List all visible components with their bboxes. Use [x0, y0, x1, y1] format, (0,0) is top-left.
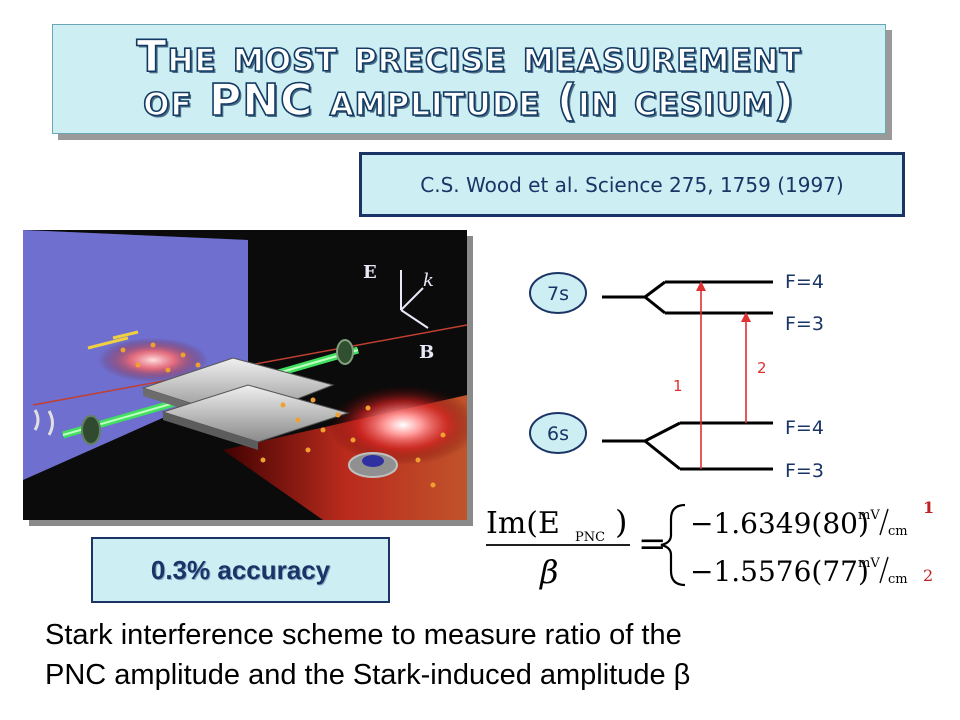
state-6s-oval	[529, 412, 587, 454]
state-6s-label: 6s	[547, 423, 569, 445]
caption-line-2: PNC amplitude and the Stark-induced ampl…	[45, 659, 691, 691]
formula-subscript: PNC	[575, 530, 605, 545]
title-box: The most precise measurement of PNC ampl…	[52, 24, 886, 134]
upper-f3-label: F=3	[785, 313, 824, 335]
experiment-illustration-art: E k B	[23, 230, 467, 520]
caption-line-1: Stark interference scheme to measure rat…	[45, 619, 682, 651]
title-line-2: of PNC amplitude (in cesium)	[142, 75, 795, 126]
formula-numerator: Im(E	[486, 506, 560, 541]
vector-k-label: k	[423, 270, 434, 291]
title-line-1: The most precise measurement	[136, 31, 802, 82]
citation-text: C.S. Wood et al. Science 275, 1759 (1997…	[420, 172, 844, 197]
lower-f4-label: F=4	[785, 417, 824, 439]
state-7s-label: 7s	[547, 283, 569, 305]
formula-unit-den-1: cm	[888, 524, 908, 539]
formula-unit-slash-1	[879, 508, 889, 536]
state-7s-oval	[529, 272, 587, 314]
transition-2-label: 2	[757, 359, 767, 377]
energy-level-diagram: 7s 6s F=4 F=3 F=4 F=3 1 2	[529, 271, 824, 482]
formula-unit-num-2: mV	[858, 556, 880, 571]
formula-unit-slash-2	[879, 556, 889, 584]
vector-e-label: E	[363, 262, 377, 283]
formula-value-1: −1.6349(80)	[690, 507, 869, 540]
formula-unit-den-2: cm	[888, 572, 908, 587]
transition-1-label: 1	[673, 377, 683, 395]
pnc-formula: Im(E PNC ) β = −1.6349(80) mV cm −1.5576…	[486, 498, 934, 591]
bottom-caption: Stark interference scheme to measure rat…	[45, 615, 945, 695]
citation-box: C.S. Wood et al. Science 275, 1759 (1997…	[359, 152, 905, 217]
formula-marker-1: 1	[923, 498, 934, 517]
formula-marker-2: 2	[923, 566, 933, 585]
formula-unit-num-1: mV	[858, 508, 880, 523]
formula-close-paren: )	[615, 503, 627, 541]
upper-f4-label: F=4	[785, 271, 824, 293]
formula-brace	[660, 503, 686, 587]
lower-f3-label: F=3	[785, 460, 824, 482]
accuracy-box: 0.3% accuracy	[91, 537, 390, 603]
formula-value-2: −1.5576(77)	[690, 555, 869, 588]
experiment-illustration: E k B	[23, 230, 467, 520]
vector-b-label: B	[419, 342, 434, 363]
formula-denominator: β	[539, 553, 559, 591]
slide-title: The most precise measurement of PNC ampl…	[136, 31, 802, 126]
accuracy-text: 0.3% accuracy	[150, 554, 331, 585]
